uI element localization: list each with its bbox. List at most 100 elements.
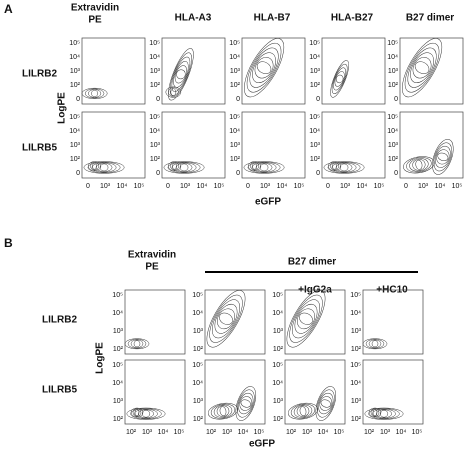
contour bbox=[163, 161, 205, 174]
x-tick-label: 10⁴ bbox=[158, 429, 169, 436]
y-tick-label: 10⁵ bbox=[387, 40, 398, 47]
contour bbox=[171, 162, 197, 173]
plot-frame bbox=[161, 111, 226, 179]
contour bbox=[327, 161, 361, 174]
x-tick-label: 10⁵ bbox=[412, 429, 423, 436]
y-tick-label: 10³ bbox=[273, 398, 284, 405]
column-header: B27 dimer bbox=[406, 13, 454, 24]
contour bbox=[331, 63, 348, 94]
plot-frame bbox=[362, 289, 424, 355]
y-tick-label: 10³ bbox=[388, 142, 399, 149]
y-tick-label: 10³ bbox=[70, 68, 81, 75]
y-tick-label: 10⁴ bbox=[229, 54, 240, 61]
x-tick-label: 10³ bbox=[142, 429, 153, 436]
column-header: PE bbox=[145, 262, 159, 273]
y-tick-label: 10⁵ bbox=[272, 292, 283, 299]
x-tick-label: 10⁵ bbox=[214, 183, 225, 190]
y-tick-label: 10⁴ bbox=[149, 128, 160, 135]
column-header: HLA-B27 bbox=[331, 13, 374, 24]
contour bbox=[315, 386, 337, 421]
contour bbox=[407, 47, 437, 88]
y-tick-label: 0 bbox=[156, 96, 160, 103]
contour bbox=[99, 163, 109, 172]
contour bbox=[318, 392, 334, 415]
y-tick-label: 10³ bbox=[230, 142, 241, 149]
contour bbox=[335, 74, 344, 84]
y-tick-label: 10² bbox=[351, 346, 362, 353]
contour bbox=[292, 299, 320, 339]
contour bbox=[91, 162, 117, 173]
y-tick-label: 10⁵ bbox=[350, 362, 361, 369]
axis-label: eGFP bbox=[249, 439, 275, 450]
y-tick-label: 10⁴ bbox=[149, 54, 160, 61]
column-header: Extravidin bbox=[71, 3, 119, 14]
y-tick-label: 10⁵ bbox=[229, 40, 240, 47]
contour bbox=[296, 405, 310, 417]
contour bbox=[216, 405, 230, 417]
contour bbox=[176, 69, 186, 80]
contour bbox=[167, 161, 201, 174]
y-tick-label: 10⁵ bbox=[309, 114, 320, 121]
y-tick-label: 10⁴ bbox=[309, 128, 320, 135]
contour bbox=[126, 407, 166, 420]
contour bbox=[362, 338, 388, 350]
x-tick-label: 10⁵ bbox=[254, 429, 265, 436]
contour bbox=[141, 410, 151, 418]
y-tick-label: 0 bbox=[316, 96, 320, 103]
contour bbox=[88, 89, 102, 98]
y-tick-label: 0 bbox=[76, 96, 80, 103]
x-tick-label: 10³ bbox=[302, 429, 313, 436]
contour bbox=[406, 157, 432, 173]
plot-frame bbox=[399, 37, 464, 105]
contour bbox=[433, 142, 453, 172]
contour bbox=[332, 162, 337, 170]
plot-frame bbox=[124, 289, 186, 355]
contour bbox=[138, 409, 154, 419]
y-tick-label: 10² bbox=[351, 416, 362, 423]
plot-frame bbox=[81, 37, 146, 105]
y-tick-label: 10² bbox=[193, 416, 204, 423]
y-tick-label: 10² bbox=[150, 82, 161, 89]
contour bbox=[364, 407, 404, 420]
contour bbox=[90, 162, 100, 171]
y-tick-label: 10⁴ bbox=[192, 310, 203, 317]
y-tick-label: 10⁵ bbox=[387, 114, 398, 121]
x-tick-label: 10³ bbox=[380, 429, 391, 436]
contour bbox=[259, 163, 269, 172]
y-tick-label: 10² bbox=[150, 156, 161, 163]
y-tick-label: 10³ bbox=[70, 142, 81, 149]
contour bbox=[130, 339, 144, 348]
x-tick-label: 10⁴ bbox=[318, 429, 329, 436]
x-tick-label: 10⁵ bbox=[294, 183, 305, 190]
contour bbox=[165, 86, 182, 98]
y-tick-label: 10⁴ bbox=[192, 380, 203, 387]
contour bbox=[289, 294, 323, 343]
y-tick-label: 10⁵ bbox=[69, 114, 80, 121]
contour bbox=[403, 156, 435, 174]
y-tick-label: 10⁴ bbox=[387, 54, 398, 61]
y-tick-label: 10² bbox=[70, 156, 81, 163]
contour bbox=[255, 163, 273, 172]
x-tick-label: 10³ bbox=[418, 183, 429, 190]
contour bbox=[252, 162, 257, 170]
row-label: LILRB2 bbox=[22, 69, 57, 80]
contour bbox=[339, 163, 349, 172]
contour bbox=[238, 392, 254, 415]
contour bbox=[219, 312, 233, 325]
y-tick-label: 10⁵ bbox=[350, 292, 361, 299]
contour bbox=[213, 404, 233, 418]
y-tick-label: 10⁴ bbox=[272, 310, 283, 317]
group-header: B27 dimer bbox=[288, 257, 336, 268]
contour bbox=[365, 339, 385, 349]
y-tick-label: 10⁵ bbox=[149, 40, 160, 47]
x-tick-label: 10⁵ bbox=[134, 183, 145, 190]
contour bbox=[287, 402, 319, 420]
contour bbox=[323, 161, 365, 174]
y-tick-label: 10⁴ bbox=[272, 380, 283, 387]
contour bbox=[246, 42, 282, 93]
contour bbox=[127, 339, 147, 349]
contour bbox=[209, 294, 243, 343]
y-tick-label: 10² bbox=[230, 82, 241, 89]
y-tick-label: 10⁵ bbox=[112, 362, 123, 369]
